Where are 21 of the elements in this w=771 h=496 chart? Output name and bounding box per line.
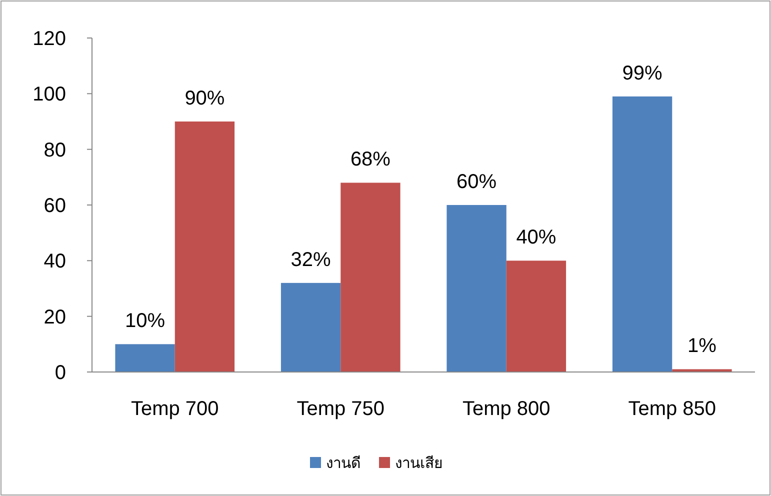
data-label: 60%: [456, 171, 497, 193]
y-tick-label: 120: [32, 28, 66, 50]
y-tick-label: 40: [44, 250, 66, 273]
y-tick-label: 80: [44, 139, 66, 162]
y-tick-label: 20: [44, 306, 66, 328]
data-label: 40%: [516, 226, 556, 249]
data-label: 32%: [290, 248, 332, 271]
y-tick-label: 60: [44, 195, 66, 217]
data-label: 1%: [688, 335, 717, 358]
legend-label: งานเสีย: [395, 455, 443, 472]
legend-label: งานดี: [326, 455, 361, 472]
y-tick-label: 100: [32, 84, 66, 106]
x-tick-label: Temp 700: [130, 398, 219, 420]
data-label: 10%: [125, 310, 166, 332]
x-tick-label: Temp 800: [462, 398, 550, 420]
y-tick-label: 0: [54, 362, 66, 384]
data-label: 99%: [622, 62, 663, 84]
x-tick-label: Temp 750: [296, 398, 385, 420]
data-label: 90%: [184, 88, 225, 110]
x-tick-label: Temp 850: [628, 398, 716, 420]
data-label: 68%: [350, 148, 391, 171]
